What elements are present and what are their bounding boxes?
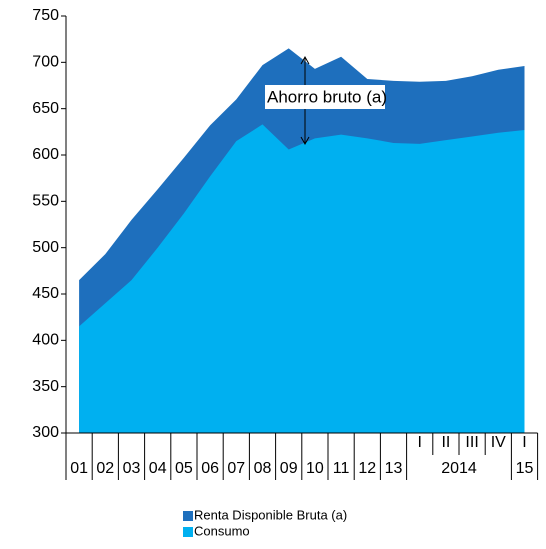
x-tick-label: 06 [201, 460, 219, 477]
y-tick-label: 750 [32, 7, 59, 24]
legend-label: Consumo [194, 523, 250, 538]
x-tick-label: 13 [385, 460, 403, 477]
x-tick-label: 12 [358, 460, 376, 477]
annotation-box [265, 85, 385, 109]
x-tick-label: 02 [96, 460, 114, 477]
arrow-head [300, 55, 310, 146]
y-tick-label: 550 [32, 193, 59, 210]
x-tick-label: 04 [149, 460, 167, 477]
x-group-label: 15 [516, 460, 534, 477]
y-tick-label: 650 [32, 100, 59, 117]
y-tick-label: 600 [32, 146, 59, 163]
x-tick-label: 11 [333, 460, 350, 477]
legend-swatch [183, 511, 193, 521]
annotation: Ahorro bruto (a) [267, 87, 387, 106]
y-tick-label: 500 [32, 239, 59, 256]
x-tick-label: 10 [306, 460, 324, 477]
x-tick-label: IV [491, 434, 506, 451]
x-tick-label: II [441, 434, 450, 451]
x-tick-label: III [465, 434, 478, 451]
x-tick-label: I [522, 434, 526, 451]
y-tick-label: 700 [32, 54, 59, 71]
x-tick-label: 03 [123, 460, 141, 477]
x-tick-label: 05 [175, 460, 193, 477]
x-group-label: 2014 [441, 460, 477, 477]
x-tick-label: 09 [280, 460, 298, 477]
legend-swatch [183, 527, 193, 537]
y-tick-label: 450 [32, 285, 59, 302]
x-tick-label: 07 [227, 460, 245, 477]
y-tick-label: 400 [32, 332, 59, 349]
x-tick-label: I [417, 434, 421, 451]
x-tick-label: 01 [70, 460, 88, 477]
area [79, 124, 525, 434]
x-tick-label: 08 [254, 460, 272, 477]
y-tick-label: 300 [32, 424, 59, 441]
y-tick-label: 350 [32, 378, 59, 395]
legend-label: Renta Disponible Bruta (a) [194, 507, 347, 522]
